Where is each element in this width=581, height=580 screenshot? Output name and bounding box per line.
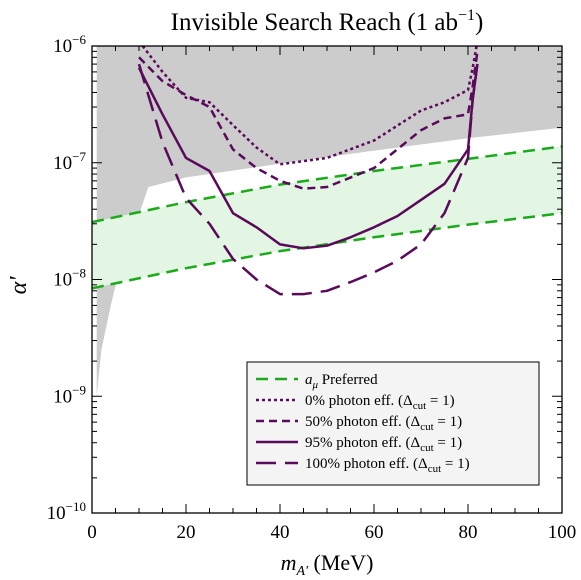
x-axis-label: mA' (MeV)	[281, 550, 374, 579]
chart-texts: Invisible Search Reach (1 ab−1) mA' (MeV)…	[6, 7, 483, 579]
x-tick-label: 80	[459, 522, 478, 543]
series-line-2	[141, 46, 478, 166]
series-line-4	[137, 63, 479, 250]
legend: aμ Preferred 0% photon eff. (Δcut = 1) 50%…	[246, 361, 540, 486]
series-line-0	[92, 145, 562, 224]
series-line-3	[138, 51, 479, 190]
chart-title: Invisible Search Reach (1 ab−1)	[171, 7, 484, 36]
legend-box	[246, 361, 540, 486]
x-tick-label: 40	[271, 522, 290, 543]
x-tick-label: 60	[365, 522, 384, 543]
legend-label: 95% photon eff. (Δcut = 1)	[305, 435, 462, 454]
legend-label: 0% photon eff. (Δcut = 1)	[305, 393, 455, 412]
y-tick-label: 10−8	[53, 266, 86, 291]
y-tick-label: 10−6	[53, 32, 86, 57]
excluded-region	[96, 46, 562, 397]
series-lines	[92, 46, 562, 296]
x-tick-label: 0	[87, 522, 97, 543]
series-line-5	[137, 63, 479, 296]
axes: 0 20 40 60 80 100 10−10 10−9 10−8 10−7 10−6	[47, 32, 577, 543]
legend-label: 50% photon eff. (Δcut = 1)	[305, 414, 462, 433]
y-tick-label: 10−9	[53, 382, 86, 407]
legend-label: 100% photon eff. (Δcut = 1)	[305, 456, 470, 475]
y-tick-label: 10−10	[47, 499, 86, 524]
x-tick-label: 100	[548, 522, 577, 543]
y-tick-label: 10−7	[53, 149, 86, 174]
x-tick-label: 20	[177, 522, 196, 543]
legend-label: aμ Preferred	[305, 372, 378, 391]
y-axis-label: α'	[6, 276, 32, 295]
series-line-1	[92, 211, 562, 290]
